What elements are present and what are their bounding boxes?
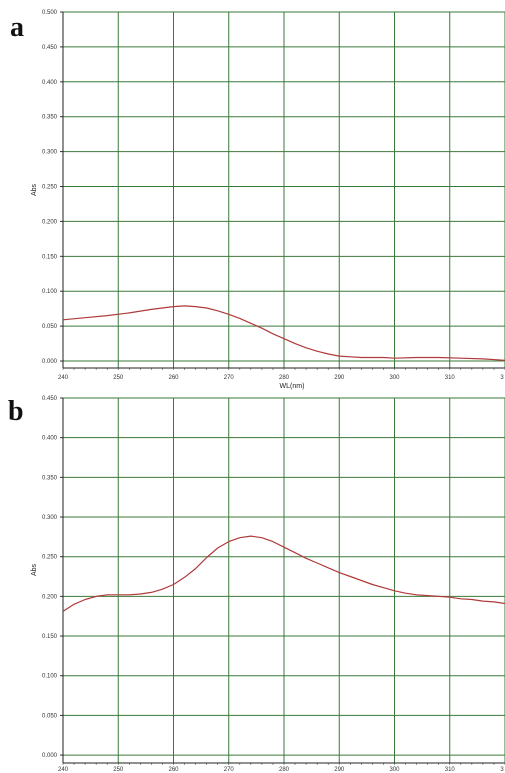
y-tick-label: 0.000 <box>42 359 58 365</box>
y-axis-title: Abs <box>31 563 38 576</box>
x-tick-label: 300 <box>389 375 400 381</box>
y-tick-label: 0.450 <box>42 45 58 51</box>
x-tick-label: 300 <box>389 767 400 773</box>
y-tick-label: 0.050 <box>42 324 58 330</box>
y-tick-label: 0.100 <box>42 289 58 295</box>
x-tick-label: 310 <box>445 767 456 773</box>
y-axis-title: Abs <box>31 183 38 196</box>
y-tick-label: 0.250 <box>42 555 58 561</box>
spectrum-line <box>62 535 505 612</box>
panel-b-chart: 240 250 260 270 280 290 300 310 3 0.000 0.050 0.100… <box>8 396 505 773</box>
y-tick-label: 0.050 <box>42 713 58 719</box>
x-tick-label: 240 <box>58 767 69 773</box>
panel-letter: b <box>8 396 24 427</box>
panel-a-chart: 240 250 260 270 280 290 300 310 3 0.000 0.050 0.100… <box>10 10 505 390</box>
x-tick-label: 3 <box>500 767 504 773</box>
y-tick-label: 0.300 <box>42 150 58 156</box>
y-tick-label: 0.350 <box>42 475 58 481</box>
y-tick-label: 0.100 <box>42 674 58 680</box>
y-tick-label: 0.150 <box>42 254 58 260</box>
grid <box>62 11 505 368</box>
y-tick-label: 0.200 <box>42 219 58 225</box>
y-tick-label: 0.150 <box>42 634 58 640</box>
y-tick-label: 0.250 <box>42 185 58 191</box>
x-axis-title: WL(nm) <box>280 383 305 390</box>
x-tick-label: 250 <box>113 767 124 773</box>
spectrum-line <box>62 305 505 361</box>
x-tick-label: 310 <box>445 375 456 381</box>
y-tick-label: 0.450 <box>42 396 58 402</box>
x-tick-label: 290 <box>334 767 345 773</box>
x-tick-label: 3 <box>500 375 504 381</box>
x-tick-label: 260 <box>168 375 179 381</box>
x-tick-label: 280 <box>279 767 290 773</box>
y-tick-label: 0.400 <box>42 80 58 86</box>
x-tick-label: 270 <box>224 767 235 773</box>
y-tick-label: 0.500 <box>42 10 58 16</box>
y-tick-label: 0.350 <box>42 115 58 121</box>
x-tick-label: 280 <box>279 375 290 381</box>
y-tick-label: 0.000 <box>42 753 58 759</box>
y-tick-label: 0.200 <box>42 594 58 600</box>
x-tick-label: 250 <box>113 375 124 381</box>
y-tick-label: 0.400 <box>42 436 58 442</box>
x-tick-label: 260 <box>168 767 179 773</box>
x-tick-label: 240 <box>58 375 69 381</box>
y-tick-label: 0.300 <box>42 515 58 521</box>
panel-letter: a <box>10 12 24 43</box>
x-tick-label: 290 <box>334 375 345 381</box>
x-tick-label: 270 <box>224 375 235 381</box>
